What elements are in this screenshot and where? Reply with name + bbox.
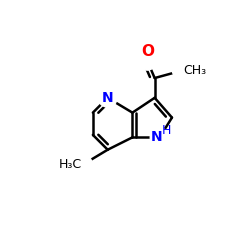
Text: H₃C: H₃C — [58, 158, 82, 171]
Circle shape — [150, 128, 169, 147]
Text: O: O — [141, 44, 154, 60]
Circle shape — [138, 51, 157, 70]
Text: N: N — [102, 91, 114, 105]
Text: H: H — [162, 124, 172, 137]
Circle shape — [172, 61, 191, 80]
Circle shape — [98, 88, 117, 107]
Circle shape — [74, 155, 92, 174]
Text: CH₃: CH₃ — [183, 64, 206, 77]
Text: N: N — [150, 130, 162, 144]
